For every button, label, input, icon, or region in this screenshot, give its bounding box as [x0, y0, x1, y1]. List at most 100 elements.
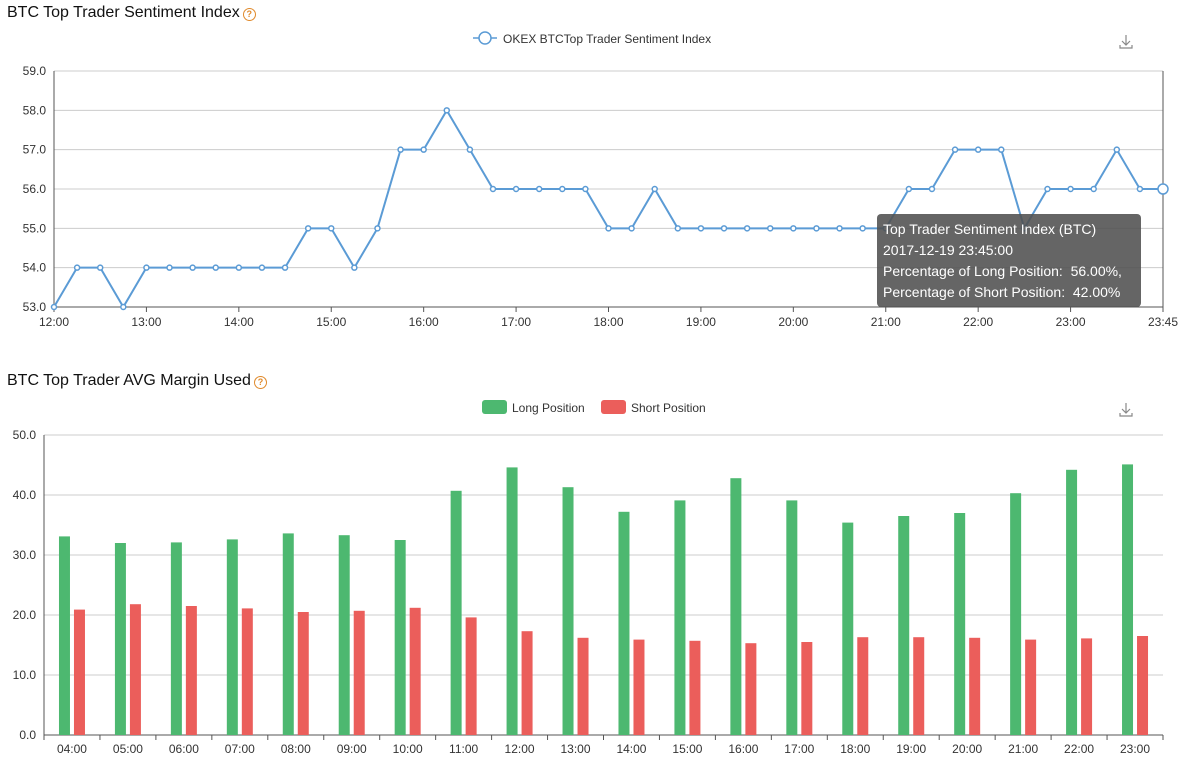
data-point[interactable] — [790, 225, 797, 232]
data-point[interactable] — [235, 264, 243, 271]
bar-long[interactable] — [226, 539, 238, 735]
bar-long[interactable] — [842, 522, 854, 735]
data-point[interactable] — [1044, 185, 1051, 193]
bar-long[interactable] — [730, 478, 742, 735]
bar-short[interactable] — [969, 637, 981, 735]
data-point[interactable] — [50, 303, 58, 311]
data-point[interactable] — [143, 264, 150, 271]
download-icon[interactable] — [1119, 403, 1133, 417]
data-point[interactable] — [535, 185, 543, 193]
data-point[interactable] — [628, 225, 635, 232]
data-point[interactable] — [720, 225, 728, 232]
bar-short[interactable] — [1137, 636, 1149, 735]
data-point[interactable] — [120, 303, 127, 311]
data-point[interactable] — [974, 146, 982, 153]
data-point[interactable] — [1113, 146, 1121, 153]
data-point[interactable] — [258, 264, 266, 271]
bar-long[interactable] — [618, 511, 630, 735]
data-point[interactable] — [189, 264, 196, 271]
data-point[interactable] — [489, 185, 497, 193]
data-point[interactable] — [304, 225, 312, 232]
data-point[interactable] — [1090, 185, 1097, 193]
data-point[interactable] — [397, 146, 404, 153]
bar-short[interactable] — [577, 637, 589, 735]
data-point[interactable] — [605, 225, 612, 232]
bar-long[interactable] — [674, 500, 686, 735]
data-point[interactable] — [1067, 185, 1074, 193]
bar-short[interactable] — [633, 639, 645, 735]
x-tick-label: 14:00 — [616, 742, 646, 756]
bar-legend[interactable]: Long Position Short Position — [482, 400, 706, 415]
data-point[interactable] — [582, 185, 589, 193]
bar-long[interactable] — [1010, 493, 1022, 735]
bar-long[interactable] — [338, 535, 350, 735]
bar-short[interactable] — [689, 640, 701, 735]
data-point[interactable] — [166, 264, 173, 271]
download-icon[interactable] — [1119, 35, 1133, 49]
bar-short[interactable] — [465, 617, 477, 735]
bar-short[interactable] — [745, 643, 757, 735]
bar-long[interactable] — [1066, 469, 1078, 735]
data-point[interactable] — [1157, 183, 1169, 195]
data-point[interactable] — [951, 146, 959, 153]
bar-short[interactable] — [913, 637, 925, 735]
data-point[interactable] — [73, 264, 81, 271]
sentiment-title-text: BTC Top Trader Sentiment Index — [7, 4, 240, 21]
bar-short[interactable] — [521, 631, 533, 735]
bar-long[interactable] — [58, 536, 70, 735]
bar-short[interactable] — [801, 642, 813, 735]
bar-short[interactable] — [857, 637, 869, 735]
bar-long[interactable] — [898, 516, 910, 735]
help-icon[interactable]: ? — [253, 375, 267, 389]
bar-short[interactable] — [409, 607, 421, 735]
bar-short[interactable] — [185, 606, 197, 735]
data-point[interactable] — [96, 264, 104, 271]
data-point[interactable] — [559, 185, 566, 193]
bar-short[interactable] — [297, 612, 309, 735]
bar-long[interactable] — [450, 490, 462, 735]
data-point[interactable] — [766, 225, 774, 232]
data-point[interactable] — [212, 264, 219, 271]
bar-short[interactable] — [241, 608, 253, 735]
bar-short[interactable] — [353, 610, 365, 735]
bar-short[interactable] — [73, 609, 85, 735]
data-point[interactable] — [328, 225, 335, 232]
x-tick-label: 22:00 — [963, 315, 993, 329]
data-point[interactable] — [674, 225, 682, 232]
data-point[interactable] — [743, 225, 751, 232]
bar-long[interactable] — [282, 533, 294, 735]
data-point[interactable] — [905, 185, 913, 193]
data-point[interactable] — [836, 225, 843, 232]
data-point[interactable] — [281, 264, 289, 271]
bar-long[interactable] — [394, 540, 406, 735]
data-point[interactable] — [466, 146, 474, 153]
data-point[interactable] — [374, 225, 381, 232]
help-icon[interactable]: ? — [242, 7, 256, 21]
bar-long[interactable] — [954, 513, 966, 735]
data-point[interactable] — [813, 225, 820, 232]
bar-short[interactable] — [129, 604, 141, 735]
data-point[interactable] — [928, 185, 936, 193]
bar-long[interactable] — [1122, 464, 1134, 735]
bar-long[interactable] — [170, 542, 182, 735]
data-point[interactable] — [351, 264, 358, 271]
x-tick-label: 13:00 — [561, 742, 591, 756]
bar-short[interactable] — [1025, 639, 1037, 735]
line-legend[interactable]: OKEX BTCTop Trader Sentiment Index — [473, 31, 711, 46]
data-point[interactable] — [697, 225, 705, 232]
bar-short[interactable] — [1081, 638, 1093, 735]
data-point[interactable] — [443, 107, 451, 114]
legend-label-sentiment: OKEX BTCTop Trader Sentiment Index — [503, 32, 711, 46]
data-point[interactable] — [420, 146, 427, 153]
bar-long[interactable] — [562, 487, 574, 735]
data-point[interactable] — [651, 185, 658, 193]
bar-long[interactable] — [114, 543, 126, 735]
x-tick-label: 05:00 — [113, 742, 143, 756]
bar-long[interactable] — [786, 500, 798, 735]
data-point[interactable] — [512, 185, 520, 193]
data-point[interactable] — [1136, 185, 1144, 193]
y-tick-label: 53.0 — [23, 300, 47, 314]
bar-long[interactable] — [506, 467, 518, 735]
data-point[interactable] — [998, 146, 1005, 153]
data-point[interactable] — [859, 225, 866, 232]
